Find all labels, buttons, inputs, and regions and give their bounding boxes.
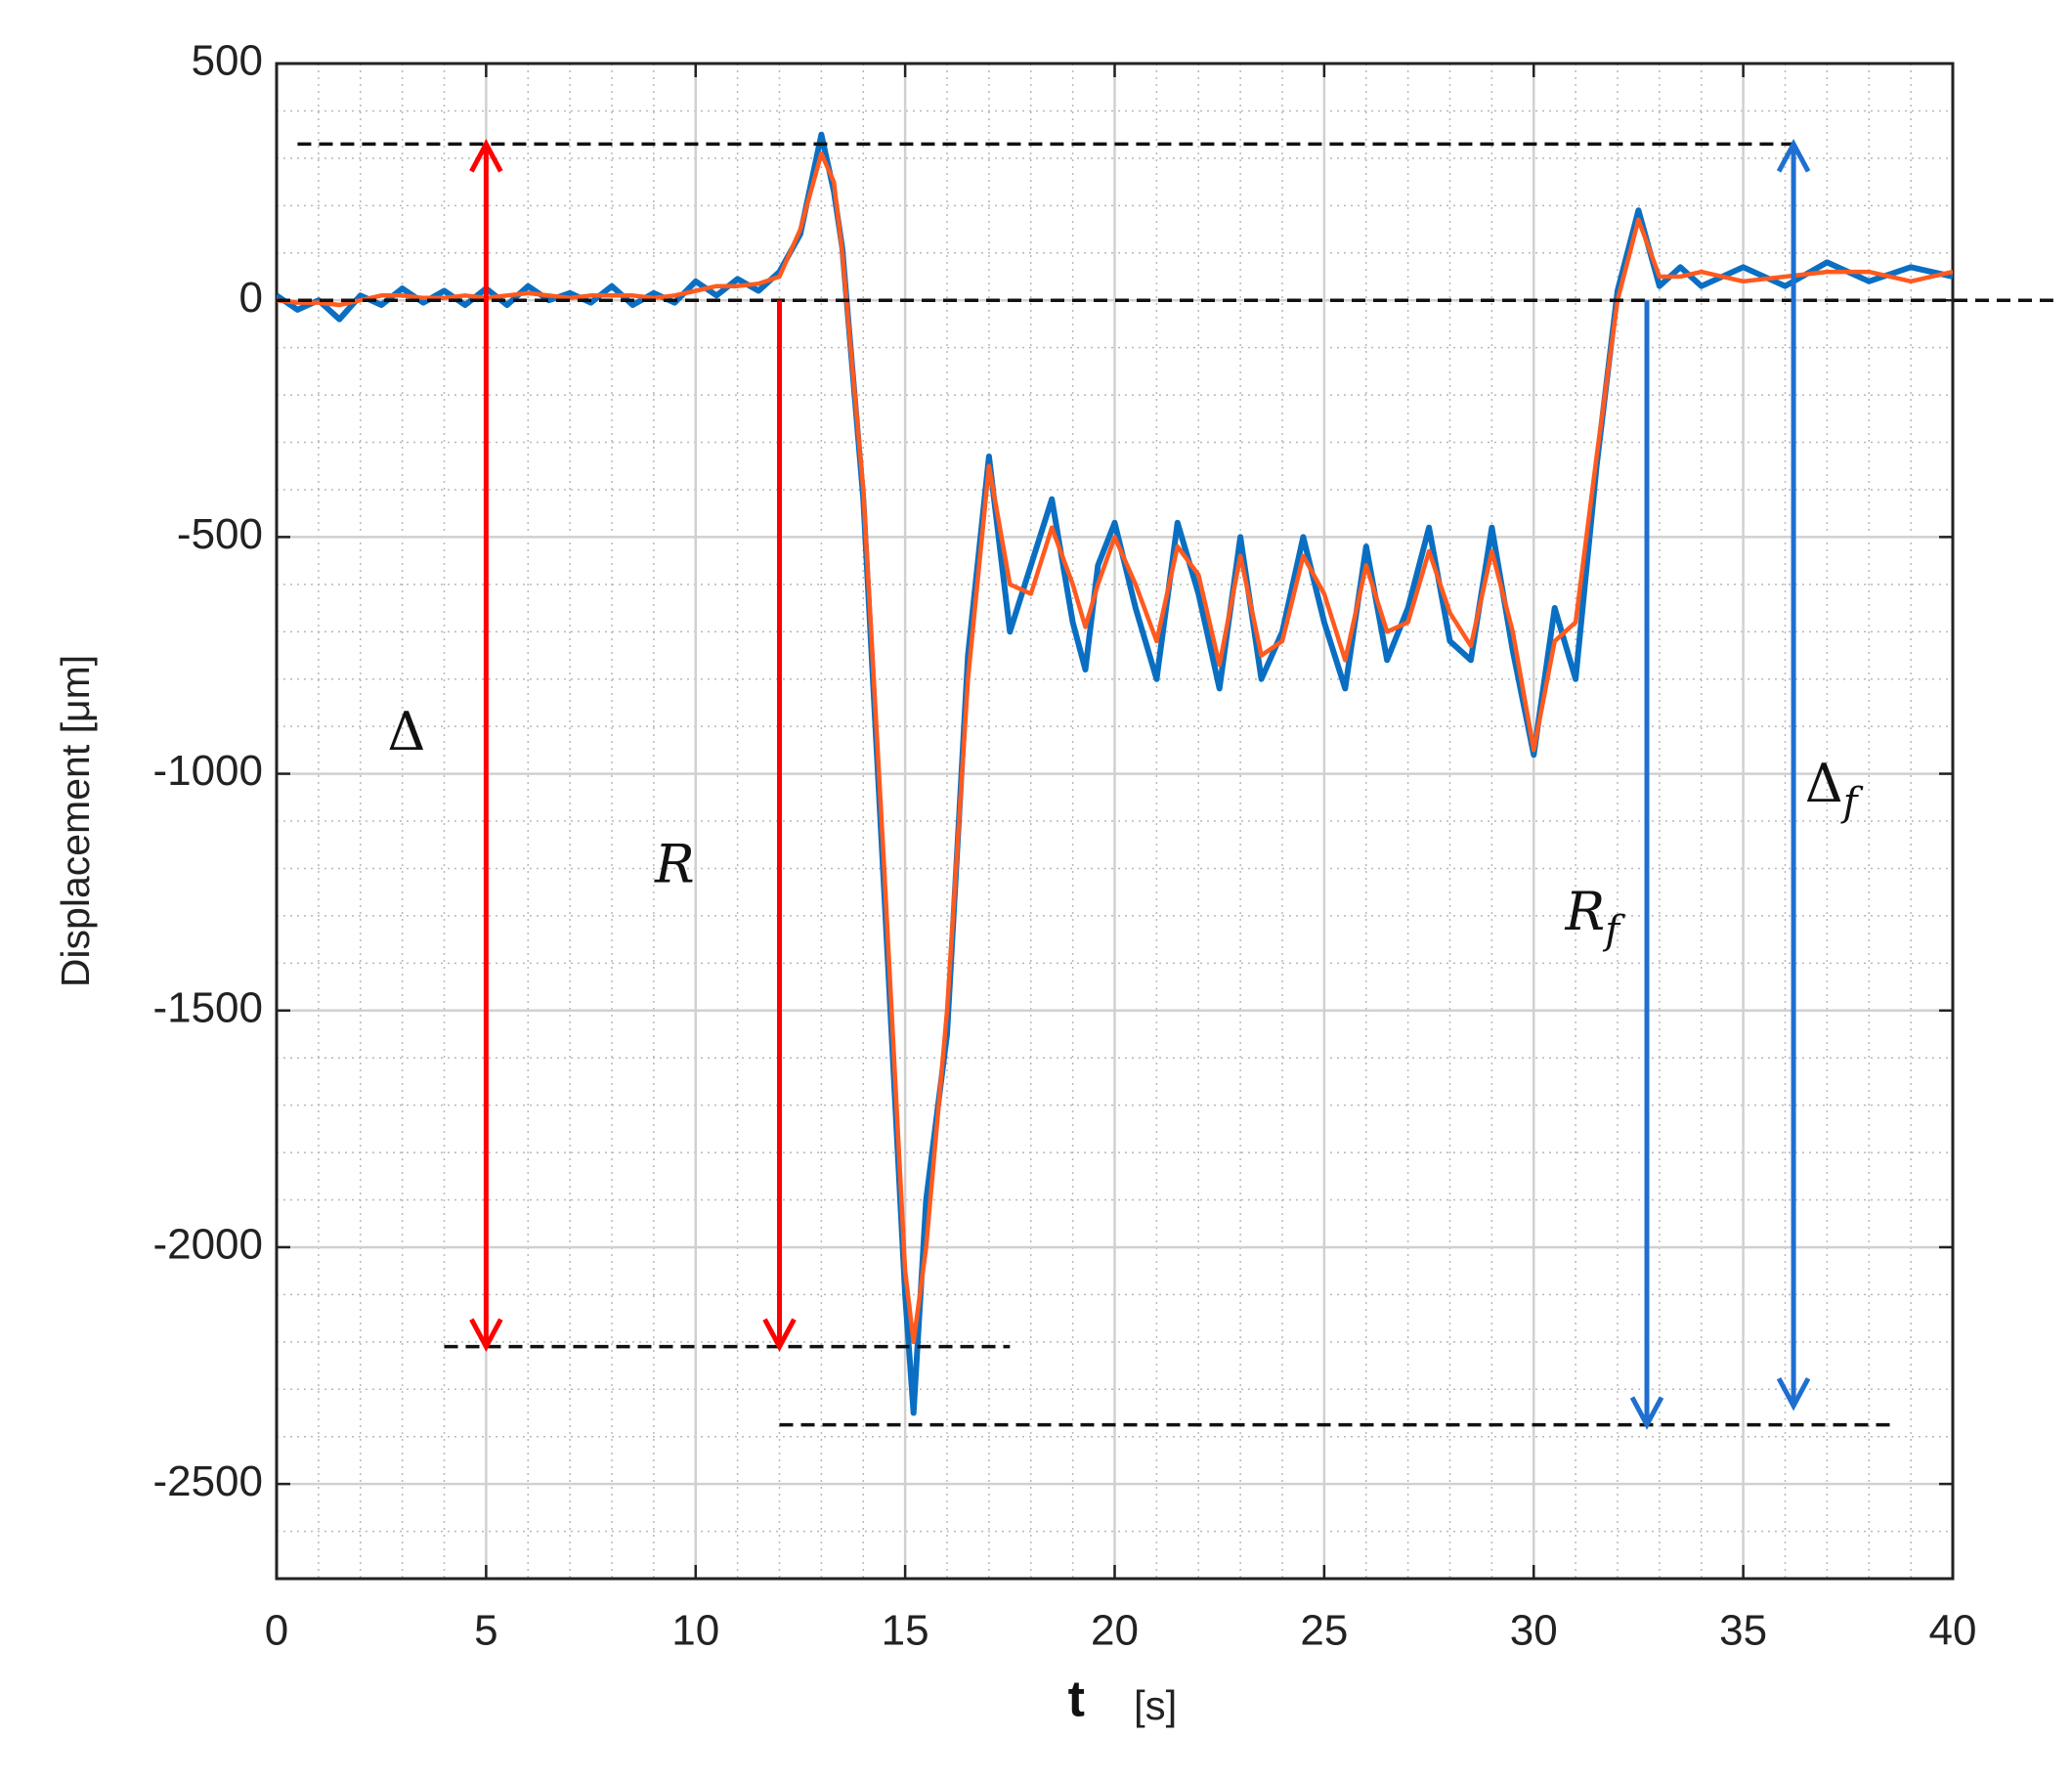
arrow-head	[469, 139, 503, 173]
y-tick-label: -500	[177, 510, 263, 558]
x-axis-unit: [s]	[1134, 1682, 1177, 1728]
arrow-head	[1629, 1396, 1664, 1430]
annotation-text: Δ	[1805, 753, 1843, 814]
x-tick-label: 0	[265, 1607, 288, 1655]
x-tick-label: 25	[1300, 1607, 1348, 1655]
annotation-text: Δ	[387, 701, 425, 762]
plot-frame	[275, 62, 1955, 1581]
y-tick-label: -1000	[152, 747, 263, 795]
y-tick-label: 500	[192, 37, 263, 85]
data-line	[277, 151, 1953, 1345]
x-tick-label: 20	[1091, 1607, 1139, 1655]
plot-area	[277, 131, 1953, 1416]
y-tick-label: -2500	[152, 1457, 263, 1505]
y-axis-label: Displacement [μm]	[53, 655, 98, 987]
arrow-head	[469, 1318, 503, 1352]
annotation: R	[654, 833, 695, 894]
y-tick-label: 0	[239, 274, 263, 322]
annotation: Δf	[1805, 753, 1864, 825]
x-axis-label: t	[1068, 1672, 1085, 1728]
x-tick-label: 30	[1510, 1607, 1558, 1655]
annotation: Δ	[387, 701, 425, 762]
x-tick-label: 40	[1929, 1607, 1977, 1655]
x-tick-label: 5	[474, 1607, 497, 1655]
y-tick-label: -2000	[152, 1221, 263, 1269]
x-tick-label: 15	[882, 1607, 929, 1655]
data-line	[277, 131, 1953, 1416]
annotation-text: R	[654, 833, 695, 894]
x-tick-label: 35	[1719, 1607, 1767, 1655]
annotation-text: R	[1565, 881, 1606, 942]
x-tick-label: 10	[671, 1607, 719, 1655]
arrow-head	[762, 1318, 797, 1352]
arrow-head	[1776, 139, 1811, 173]
arrow-head	[1776, 1377, 1811, 1412]
y-tick-label: -1500	[152, 983, 263, 1031]
